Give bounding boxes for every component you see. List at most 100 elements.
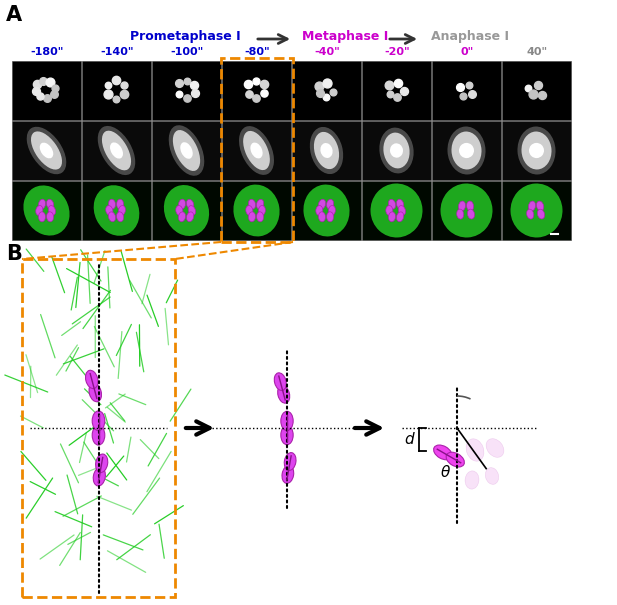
Circle shape (400, 88, 408, 96)
Ellipse shape (46, 199, 54, 209)
Ellipse shape (275, 373, 286, 390)
Text: θ: θ (441, 465, 450, 480)
Ellipse shape (316, 206, 323, 215)
Ellipse shape (510, 183, 563, 238)
Ellipse shape (259, 206, 265, 215)
Ellipse shape (27, 127, 66, 174)
Ellipse shape (169, 125, 204, 176)
Ellipse shape (97, 126, 135, 175)
Circle shape (184, 78, 191, 85)
Ellipse shape (314, 132, 339, 169)
Ellipse shape (527, 209, 534, 219)
Circle shape (330, 89, 337, 96)
Bar (82, 181, 151, 240)
Text: Prometaphase I: Prometaphase I (130, 30, 240, 43)
Text: B: B (6, 244, 22, 264)
Ellipse shape (48, 206, 56, 215)
Ellipse shape (173, 130, 200, 171)
Text: -100": -100" (170, 47, 204, 57)
Ellipse shape (379, 128, 413, 174)
Ellipse shape (326, 199, 334, 209)
Ellipse shape (38, 199, 46, 209)
Bar (432, 181, 501, 240)
Ellipse shape (320, 143, 333, 158)
Bar (22, 259, 175, 597)
Bar (502, 61, 571, 120)
Bar (82, 121, 151, 180)
Bar (292, 181, 361, 240)
Ellipse shape (398, 206, 405, 215)
Ellipse shape (318, 212, 326, 222)
Circle shape (44, 95, 51, 102)
Ellipse shape (466, 201, 474, 211)
Bar (362, 121, 431, 180)
Ellipse shape (249, 212, 255, 222)
Circle shape (37, 93, 44, 100)
Circle shape (323, 79, 332, 88)
Ellipse shape (110, 142, 123, 159)
Bar (502, 181, 571, 240)
Ellipse shape (93, 468, 106, 486)
Ellipse shape (304, 185, 350, 237)
Ellipse shape (117, 199, 123, 209)
Ellipse shape (536, 201, 544, 211)
Circle shape (394, 94, 401, 101)
Ellipse shape (389, 212, 395, 222)
Circle shape (120, 90, 129, 99)
Circle shape (534, 82, 542, 90)
Ellipse shape (186, 212, 194, 221)
Circle shape (466, 82, 473, 89)
Bar (221, 58, 293, 242)
Ellipse shape (284, 453, 296, 471)
Bar (432, 61, 501, 120)
Ellipse shape (434, 445, 452, 460)
Circle shape (323, 94, 330, 101)
Ellipse shape (370, 183, 423, 238)
Ellipse shape (458, 201, 466, 211)
Circle shape (121, 82, 128, 89)
Circle shape (253, 95, 260, 102)
Ellipse shape (39, 143, 53, 159)
Circle shape (33, 88, 41, 96)
Ellipse shape (282, 465, 294, 483)
Circle shape (315, 82, 324, 91)
Ellipse shape (518, 126, 555, 174)
Circle shape (317, 90, 325, 97)
Ellipse shape (528, 201, 536, 211)
Ellipse shape (178, 199, 186, 209)
Ellipse shape (178, 212, 186, 222)
Ellipse shape (447, 126, 486, 174)
Ellipse shape (180, 142, 193, 159)
Ellipse shape (281, 411, 293, 431)
Circle shape (246, 91, 253, 98)
Ellipse shape (486, 468, 499, 485)
Bar (222, 181, 291, 240)
Text: d: d (404, 432, 414, 447)
Bar (152, 121, 221, 180)
Text: Anaphase I: Anaphase I (431, 30, 509, 43)
Ellipse shape (257, 199, 263, 209)
Ellipse shape (388, 199, 395, 209)
Ellipse shape (397, 199, 404, 209)
Ellipse shape (117, 212, 123, 222)
Ellipse shape (86, 370, 98, 388)
Ellipse shape (176, 206, 183, 215)
Ellipse shape (257, 212, 263, 222)
Ellipse shape (468, 209, 474, 219)
Ellipse shape (109, 199, 115, 209)
Circle shape (51, 91, 58, 98)
Ellipse shape (92, 425, 105, 445)
Circle shape (253, 78, 260, 85)
Ellipse shape (459, 143, 474, 158)
Circle shape (261, 90, 268, 97)
Circle shape (106, 82, 112, 89)
Bar (12, 121, 81, 180)
Circle shape (457, 83, 465, 91)
Circle shape (176, 91, 183, 98)
Bar (82, 61, 151, 120)
Ellipse shape (164, 185, 209, 236)
Ellipse shape (521, 131, 552, 169)
Ellipse shape (537, 209, 545, 219)
Ellipse shape (38, 212, 46, 222)
Ellipse shape (102, 131, 131, 171)
